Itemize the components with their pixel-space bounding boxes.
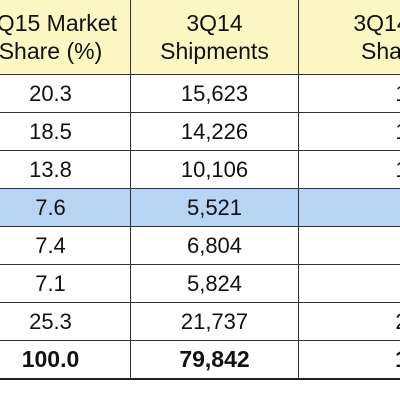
cell-share-partial bbox=[298, 264, 400, 303]
header-market-share-line-2: Share (%) bbox=[0, 38, 103, 64]
cell-market-share: 7.4 bbox=[0, 226, 131, 265]
cell-share-partial: 1 bbox=[298, 150, 400, 189]
cell-share-partial: 1 bbox=[298, 340, 400, 380]
cell-market-share: 25.3 bbox=[0, 302, 131, 341]
cell-shipments: 10,106 bbox=[130, 150, 299, 189]
cell-shipments: 14,226 bbox=[130, 112, 299, 151]
cell-market-share: 7.1 bbox=[0, 264, 131, 303]
cell-share-partial: 1 bbox=[298, 74, 400, 113]
cell-market-share: 20.3 bbox=[0, 74, 131, 113]
cell-share-partial: 1 bbox=[298, 112, 400, 151]
cell-market-share: 7.6 bbox=[0, 188, 131, 227]
table-row: 7.6 5,521 bbox=[0, 188, 400, 227]
header-market-share: 3Q15 Market Share (%) bbox=[0, 0, 131, 75]
cell-shipments: 21,737 bbox=[130, 302, 299, 341]
header-share-partial-line-2: Sha bbox=[361, 38, 400, 64]
table-row: 25.321,7372 bbox=[0, 302, 400, 341]
header-shipments: 3Q14 Shipments bbox=[130, 0, 299, 75]
cell-share-partial: 2 bbox=[298, 302, 400, 341]
table-row: 13.810,1061 bbox=[0, 150, 400, 189]
cell-shipments: 6,804 bbox=[130, 226, 299, 265]
cell-share-partial bbox=[298, 226, 400, 265]
cell-shipments: 15,623 bbox=[130, 74, 299, 113]
shipments-table: 3Q15 Market Share (%) 3Q14 Shipments 3Q1… bbox=[0, 0, 400, 380]
header-shipments-line-2: Shipments bbox=[160, 38, 269, 64]
header-shipments-line-1: 3Q14 bbox=[186, 10, 243, 36]
table-row: 7.4 6,804 bbox=[0, 226, 400, 265]
table-body: 20.315,623118.514,226113.810,10617.65,52… bbox=[0, 74, 400, 380]
header-share-partial-line-1: 3Q14 bbox=[353, 10, 400, 36]
cell-shipments: 5,824 bbox=[130, 264, 299, 303]
table-row: 7.1 5,824 bbox=[0, 264, 400, 303]
cell-share-partial bbox=[298, 188, 400, 227]
header-market-share-line-1: 3Q15 Market bbox=[0, 10, 117, 36]
table-row-total: 100.079,8421 bbox=[0, 340, 400, 380]
cell-shipments: 79,842 bbox=[130, 340, 299, 380]
table-header-row: 3Q15 Market Share (%) 3Q14 Shipments 3Q1… bbox=[0, 0, 400, 75]
header-share-partial: 3Q14 Sha bbox=[298, 0, 400, 75]
cell-market-share: 13.8 bbox=[0, 150, 131, 189]
cell-shipments: 5,521 bbox=[130, 188, 299, 227]
cell-market-share: 18.5 bbox=[0, 112, 131, 151]
cell-market-share: 100.0 bbox=[0, 340, 131, 380]
